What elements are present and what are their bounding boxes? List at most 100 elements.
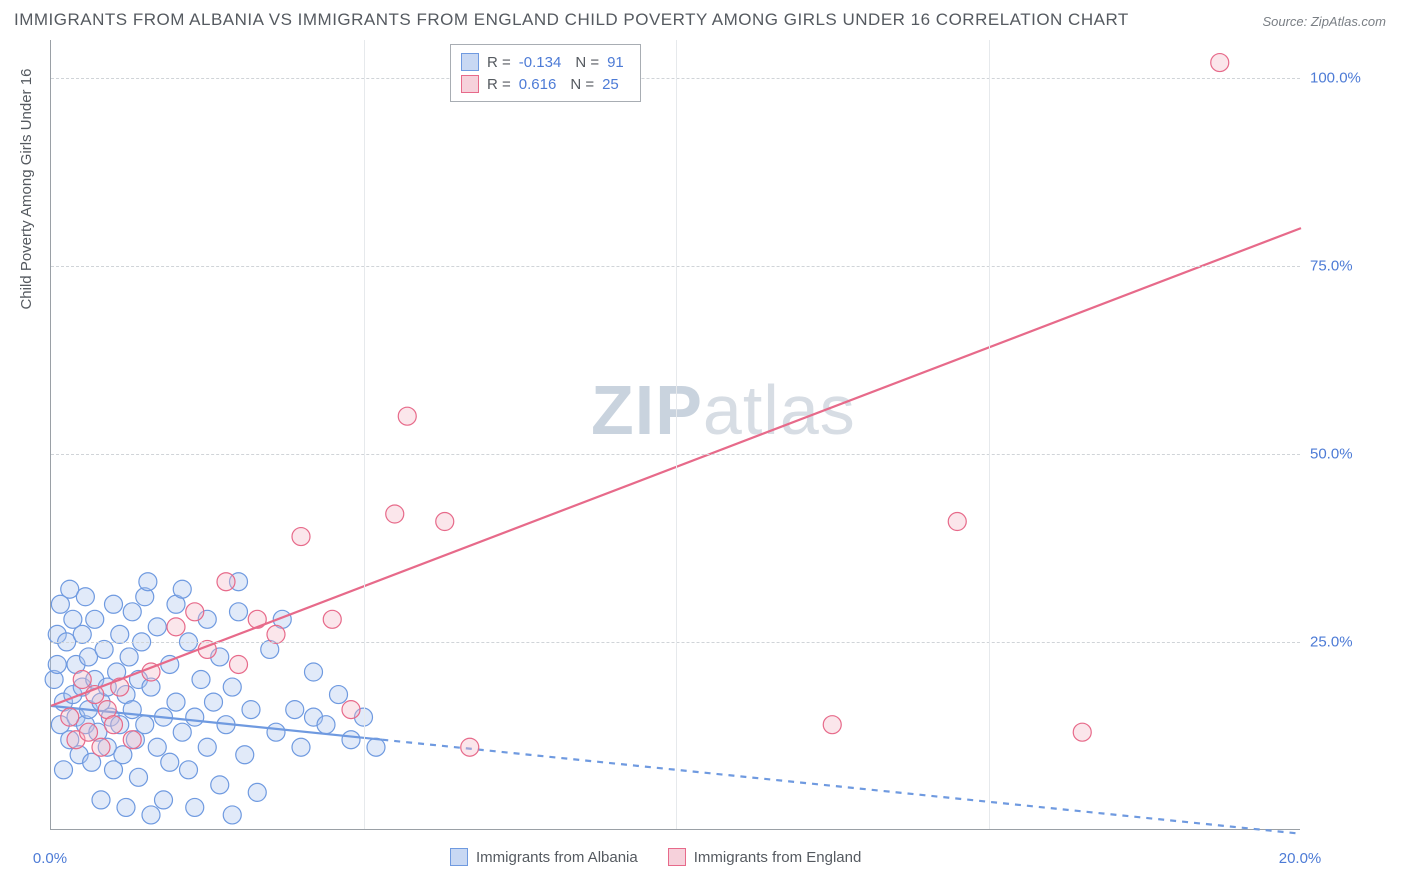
scatter-point xyxy=(242,701,260,719)
scatter-point xyxy=(198,738,216,756)
source-value: ZipAtlas.com xyxy=(1311,14,1386,29)
scatter-point xyxy=(292,528,310,546)
scatter-point xyxy=(223,806,241,824)
scatter-point xyxy=(342,701,360,719)
scatter-point xyxy=(136,716,154,734)
scatter-point xyxy=(305,663,323,681)
scatter-point xyxy=(86,610,104,628)
scatter-point xyxy=(123,701,141,719)
scatter-point xyxy=(95,640,113,658)
scatter-point xyxy=(461,738,479,756)
scatter-point xyxy=(342,731,360,749)
scatter-point xyxy=(236,746,254,764)
scatter-point xyxy=(398,407,416,425)
scatter-point xyxy=(139,573,157,591)
stats-n-value: 25 xyxy=(602,76,625,93)
scatter-point xyxy=(73,671,91,689)
source-attribution: Source: ZipAtlas.com xyxy=(1262,14,1386,29)
scatter-point xyxy=(180,761,198,779)
y-tick-label: 75.0% xyxy=(1310,257,1353,274)
scatter-point xyxy=(211,776,229,794)
chart-title: IMMIGRANTS FROM ALBANIA VS IMMIGRANTS FR… xyxy=(14,10,1129,30)
stats-r-value: -0.134 xyxy=(519,54,568,71)
legend-swatch xyxy=(450,848,468,866)
scatter-point xyxy=(292,738,310,756)
scatter-point xyxy=(330,686,348,704)
stats-r-label: R = xyxy=(487,54,511,71)
legend-swatch xyxy=(668,848,686,866)
stats-n-value: 91 xyxy=(607,54,630,71)
stats-n-label: N = xyxy=(575,54,599,71)
bottom-legend-item: Immigrants from England xyxy=(668,848,862,866)
scatter-point xyxy=(267,723,285,741)
scatter-point xyxy=(142,806,160,824)
scatter-point xyxy=(123,603,141,621)
scatter-point xyxy=(323,610,341,628)
scatter-point xyxy=(111,625,129,643)
plot-area: ZIPatlas xyxy=(50,40,1300,830)
scatter-point xyxy=(61,708,79,726)
scatter-point xyxy=(948,513,966,531)
scatter-point xyxy=(167,693,185,711)
scatter-point xyxy=(155,791,173,809)
x-tick-label: 20.0% xyxy=(1279,850,1322,867)
scatter-point xyxy=(130,768,148,786)
grid-line-v xyxy=(676,40,677,829)
scatter-point xyxy=(436,513,454,531)
y-axis-title: Child Poverty Among Girls Under 16 xyxy=(18,69,35,310)
stats-r-value: 0.616 xyxy=(519,76,563,93)
legend-swatch xyxy=(461,53,479,71)
scatter-point xyxy=(186,708,204,726)
scatter-point xyxy=(92,738,110,756)
bottom-legend-label: Immigrants from England xyxy=(694,849,862,866)
scatter-point xyxy=(286,701,304,719)
bottom-legend-label: Immigrants from Albania xyxy=(476,849,638,866)
scatter-point xyxy=(1211,54,1229,72)
scatter-point xyxy=(192,671,210,689)
bottom-legend: Immigrants from Albania Immigrants from E… xyxy=(450,848,861,866)
grid-line-v xyxy=(364,40,365,829)
stats-r-label: R = xyxy=(487,76,511,93)
scatter-point xyxy=(123,731,141,749)
scatter-point xyxy=(105,595,123,613)
scatter-point xyxy=(386,505,404,523)
scatter-point xyxy=(317,716,335,734)
y-tick-label: 100.0% xyxy=(1310,69,1361,86)
stats-legend-row: R = 0.616 N = 25 xyxy=(461,73,630,95)
scatter-point xyxy=(92,791,110,809)
scatter-point xyxy=(248,783,266,801)
scatter-point xyxy=(120,648,138,666)
scatter-point xyxy=(55,761,73,779)
y-tick-label: 50.0% xyxy=(1310,445,1353,462)
scatter-point xyxy=(80,723,98,741)
bottom-legend-item: Immigrants from Albania xyxy=(450,848,638,866)
scatter-point xyxy=(205,693,223,711)
x-tick-label: 0.0% xyxy=(33,850,67,867)
source-label: Source: xyxy=(1262,14,1310,29)
scatter-point xyxy=(230,603,248,621)
scatter-point xyxy=(217,573,235,591)
scatter-point xyxy=(148,618,166,636)
stats-n-label: N = xyxy=(570,76,594,93)
scatter-point xyxy=(230,655,248,673)
scatter-point xyxy=(186,798,204,816)
y-tick-label: 25.0% xyxy=(1310,633,1353,650)
scatter-point xyxy=(161,753,179,771)
scatter-point xyxy=(48,655,66,673)
scatter-point xyxy=(823,716,841,734)
stats-legend-row: R = -0.134 N = 91 xyxy=(461,51,630,73)
scatter-point xyxy=(173,580,191,598)
scatter-point xyxy=(223,678,241,696)
scatter-point xyxy=(367,738,385,756)
stats-legend: R =-0.134N =91R =0.616N =25 xyxy=(450,44,641,102)
scatter-point xyxy=(167,618,185,636)
grid-line-v xyxy=(989,40,990,829)
scatter-point xyxy=(76,588,94,606)
scatter-point xyxy=(1073,723,1091,741)
scatter-point xyxy=(117,798,135,816)
regression-line-extrapolated xyxy=(382,740,1301,834)
legend-swatch xyxy=(461,75,479,93)
scatter-point xyxy=(73,625,91,643)
scatter-point xyxy=(267,625,285,643)
scatter-point xyxy=(148,738,166,756)
